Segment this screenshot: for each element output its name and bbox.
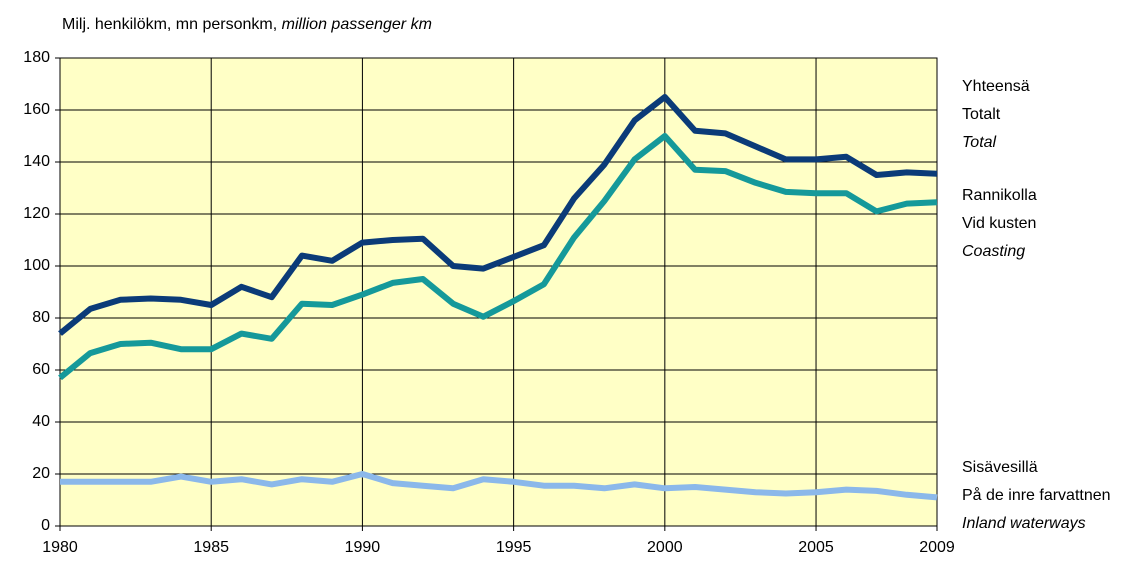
x-tick-label: 1985 <box>193 539 229 556</box>
y-axis-label-fi: Milj. henkilökm, mn personkm, <box>62 16 282 33</box>
legend-label: Coasting <box>962 243 1025 260</box>
legend-label: På de inre farvattnen <box>962 486 1111 504</box>
legend-label: Vid kusten <box>962 215 1036 232</box>
y-tick-label: 180 <box>23 49 50 66</box>
legend-label: Total <box>962 134 997 151</box>
x-tick-label: 1980 <box>42 539 78 556</box>
legend-label: Sisävesillä <box>962 459 1038 476</box>
y-axis-label: Milj. henkilökm, mn personkm, million pa… <box>62 16 432 33</box>
x-tick-label: 2009 <box>919 539 955 556</box>
y-tick-label: 60 <box>32 361 50 378</box>
y-tick-label: 0 <box>41 517 50 534</box>
plot-area <box>59 57 938 527</box>
legend-label: Yhteensä <box>962 78 1030 95</box>
y-tick-label: 20 <box>32 465 50 482</box>
y-axis-label-en: million passenger km <box>282 16 432 33</box>
y-tick-label: 100 <box>23 257 50 274</box>
y-tick-label: 140 <box>23 153 50 170</box>
y-tick-label: 160 <box>23 101 50 118</box>
series-line <box>58 133 938 381</box>
y-tick-label: 80 <box>32 309 50 326</box>
x-tick-label: 2005 <box>798 539 834 556</box>
x-tick-label: 1990 <box>345 539 381 556</box>
x-tick-label: 1995 <box>496 539 532 556</box>
series-line <box>60 471 938 501</box>
x-tick-label: 2000 <box>647 539 683 556</box>
y-tick-label: 120 <box>23 205 50 222</box>
y-tick-label: 40 <box>32 413 50 430</box>
legend-label: Inland waterways <box>962 515 1086 532</box>
series-line <box>58 94 938 336</box>
legend-label: Totalt <box>962 106 1001 123</box>
legend-label: Rannikolla <box>962 187 1037 204</box>
